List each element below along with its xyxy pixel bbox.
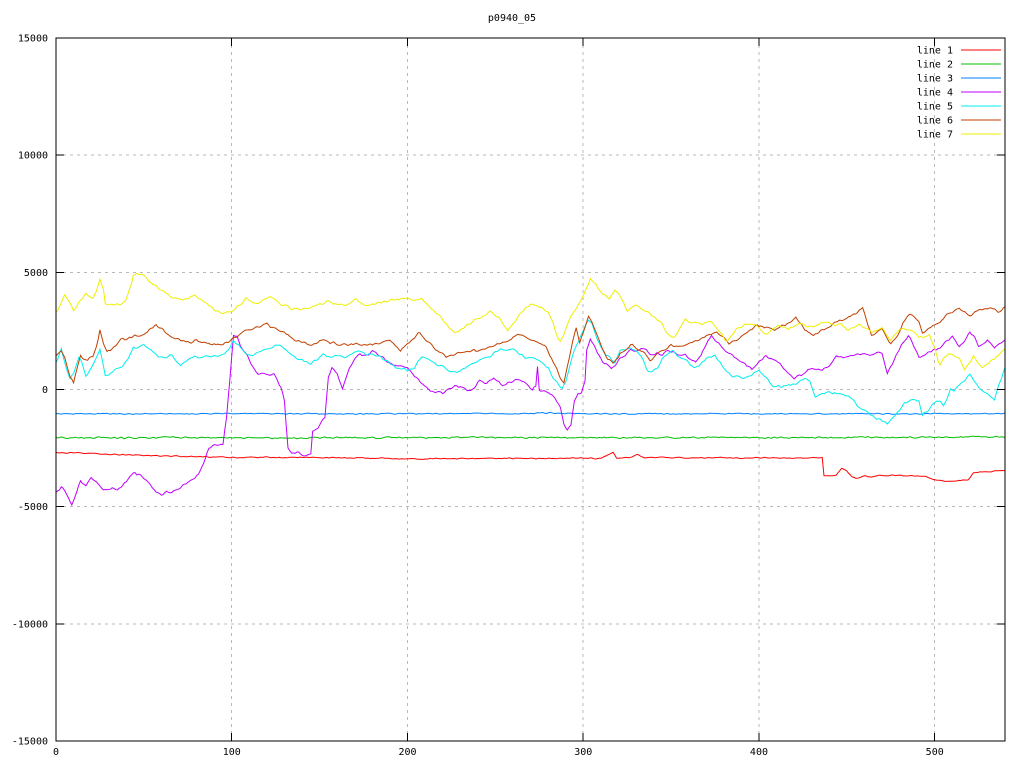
series-line-1 — [55, 451, 1005, 483]
y-tick-label: 5000 — [24, 268, 48, 279]
chart-title: p0940_05 — [488, 13, 536, 24]
legend-entry: line 3 — [917, 74, 1001, 85]
y-tick-label: -10000 — [12, 619, 48, 630]
legend-entry: line 5 — [917, 102, 1001, 113]
legend-label: line 1 — [917, 46, 953, 57]
legend-entry: line 7 — [917, 130, 1001, 141]
x-tick-label: 0 — [53, 747, 59, 758]
tick-labels: -15000 -10000 -5000 0 5000 10000 15000 0 100 200 3… — [12, 34, 944, 759]
legend-label: line 6 — [917, 116, 953, 127]
legend-entry: line 4 — [917, 88, 1001, 99]
series-line-2 — [55, 435, 1006, 440]
x-tick-label: 300 — [574, 747, 592, 758]
axis-ticks — [55, 37, 1005, 742]
x-tick-label: 200 — [398, 747, 416, 758]
legend: line 1 line 2 line 3 line 4 line 5 line 6 line… — [917, 46, 1001, 141]
legend-label: line 3 — [917, 74, 953, 85]
x-tick-label: 500 — [926, 747, 944, 758]
legend-label: line 2 — [917, 60, 953, 71]
legend-label: line 5 — [917, 102, 953, 113]
series-line-3 — [55, 411, 1006, 415]
legend-label: line 7 — [917, 130, 953, 141]
y-tick-label: 15000 — [18, 34, 48, 45]
grid-lines — [56, 38, 1005, 741]
y-tick-label: 10000 — [18, 151, 48, 162]
data-series — [55, 272, 1006, 507]
x-tick-label: 100 — [223, 747, 241, 758]
series-line-4 — [55, 331, 1006, 507]
series-line-7 — [55, 272, 1006, 372]
x-tick-label: 400 — [750, 747, 768, 758]
y-tick-label: -5000 — [18, 502, 48, 513]
series-line-5 — [55, 319, 1006, 425]
legend-entry: line 6 — [917, 116, 1001, 127]
legend-entry: line 2 — [917, 60, 1001, 71]
legend-entry: line 1 — [917, 46, 1001, 57]
legend-label: line 4 — [917, 88, 953, 99]
y-tick-label: 0 — [42, 385, 48, 396]
y-tick-label: -15000 — [12, 737, 48, 748]
series-line-6 — [55, 306, 1006, 385]
